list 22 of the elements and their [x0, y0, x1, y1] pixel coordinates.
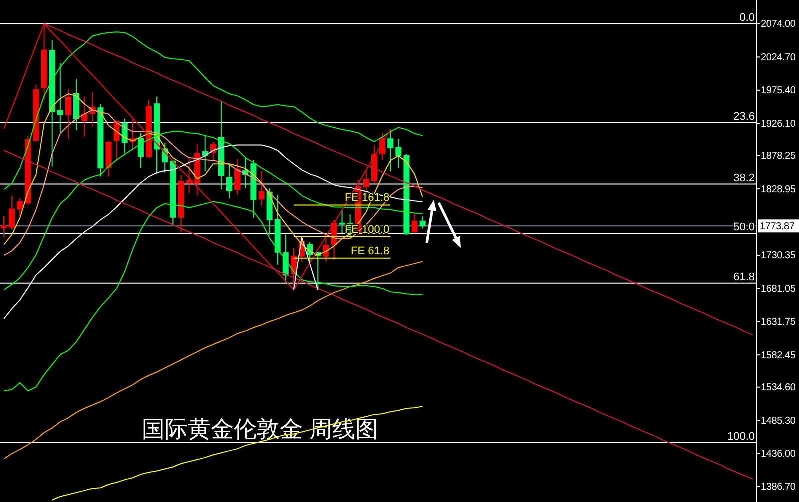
y-tick-label: 1386.70 [761, 482, 796, 494]
y-tick-label: 1485.30 [761, 416, 796, 427]
annotation: 61.8 [734, 271, 755, 284]
y-tick-label: 1534.60 [761, 382, 796, 394]
y-tick-label: 1878.25 [761, 151, 796, 162]
series-label: FE 61.8 [351, 245, 390, 258]
series-label: FE 100.0 [344, 224, 390, 236]
y-tick-label: 2074.00 [761, 19, 796, 30]
y-tick-label: 1730.35 [761, 250, 796, 262]
annotation: 23.6 [734, 111, 755, 124]
annotation: 0.0 [740, 12, 755, 24]
y-tick-label: 1681.05 [761, 284, 796, 295]
y-tick-label: 1828.95 [761, 184, 796, 196]
ref-line-label: 1773.87 [760, 222, 796, 233]
y-tick-label: 1631.75 [761, 317, 796, 328]
y-tick-label: 1436.00 [761, 448, 796, 460]
y-tick-label: 1582.45 [761, 350, 796, 362]
annotation: 38.2 [734, 172, 755, 184]
y-tick-label: 1926.10 [761, 118, 796, 130]
y-tick-label: 2024.70 [761, 52, 796, 64]
y-tick-label: 1975.40 [761, 86, 796, 97]
annotation: 100.0 [727, 430, 755, 443]
